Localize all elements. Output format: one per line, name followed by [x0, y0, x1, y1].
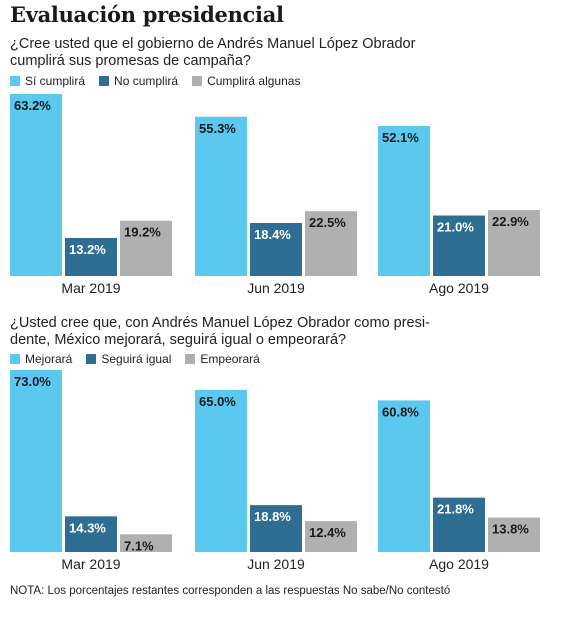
- chart-1-data-label-no-cumplira-ago-2019: 21.0%: [437, 220, 474, 235]
- chart-2-question-line-1: ¿Usted cree que, con Andrés Manuel López…: [10, 315, 430, 331]
- chart-2-legend-swatch-mejorara: [10, 354, 20, 364]
- chart-1-legend: Sí cumplirá No cumplirá Cumplirá algunas: [10, 74, 314, 88]
- chart-1-question-line-2: cumplirá sus promesas de campaña?: [10, 53, 251, 69]
- page-title: Evaluación presidencial: [10, 2, 284, 27]
- chart-2-legend: Mejorará Seguirá igual Empeorará: [10, 352, 274, 366]
- chart-1-data-label-no-cumplira-mar-2019: 13.2%: [69, 242, 106, 257]
- chart-1-legend-label-si-cumplira: Sí cumplirá: [25, 74, 86, 88]
- chart-2-bar-empeorara-ago-2019: [488, 517, 540, 552]
- chart-1-bar-no-cumplira-ago-2019: [433, 215, 485, 276]
- chart-2-data-label-mejorara-jun-2019: 65.0%: [199, 394, 236, 409]
- chart-1-legend-item-no-cumplira: No cumplirá: [99, 74, 178, 88]
- chart-1-plot: 63.2% 13.2% 19.2% Mar 2019 55.3% 18.4% 22.5% Ju…: [10, 94, 540, 296]
- chart-1-bar-no-cumplira-jun-2019: [250, 223, 302, 276]
- chart-1-data-label-si-cumplira-ago-2019: 52.1%: [382, 130, 419, 145]
- chart-1-data-label-cumplira-algunas-jun-2019: 22.5%: [309, 215, 346, 230]
- chart-1-bar-si-cumplira-jun-2019: [195, 116, 247, 276]
- chart-1-data-label-no-cumplira-jun-2019: 18.4%: [254, 227, 291, 242]
- chart-1-question-line-1: ¿Cree usted que el gobierno de Andrés Ma…: [10, 36, 416, 52]
- chart-1-bar-cumplira-algunas-jun-2019: [305, 211, 357, 276]
- chart-2-plot: 73.0% 14.3% 7.1% Mar 2019 65.0% 18.8% 12.4% Jun…: [10, 370, 540, 572]
- chart-2-bar-seguira-igual-mar-2019: [65, 516, 117, 552]
- chart-2-legend-label-empeorara: Empeorará: [200, 352, 260, 366]
- chart-2-data-label-seguira-igual-ago-2019: 21.8%: [437, 502, 474, 517]
- chart-2-data-label-seguira-igual-mar-2019: 14.3%: [69, 520, 106, 535]
- chart-2-category-label-jun-2019: Jun 2019: [247, 556, 305, 572]
- chart-1-bar-si-cumplira-ago-2019: [378, 125, 430, 276]
- footnote: NOTA: Los porcentajes restantes correspo…: [10, 585, 451, 597]
- chart-1-legend-item-cumplira-algunas: Cumplirá algunas: [192, 74, 300, 88]
- chart-2-data-label-seguira-igual-jun-2019: 18.8%: [254, 509, 291, 524]
- chart-1-category-label-ago-2019: Ago 2019: [429, 280, 489, 296]
- chart-2-legend-item-empeorara: Empeorará: [185, 352, 260, 366]
- chart-2-data-label-empeorara-jun-2019: 12.4%: [309, 525, 346, 540]
- chart-2-legend-label-mejorara: Mejorará: [25, 352, 73, 366]
- chart-1-data-label-si-cumplira-jun-2019: 55.3%: [199, 121, 236, 136]
- chart-1-legend-swatch-si-cumplira: [10, 76, 20, 86]
- chart-1-legend-label-cumplira-algunas: Cumplirá algunas: [207, 74, 301, 88]
- chart-2-data-label-mejorara-mar-2019: 73.0%: [14, 374, 51, 389]
- chart-1-legend-item-si-cumplira: Sí cumplirá: [10, 74, 85, 88]
- chart-2-question: ¿Usted cree que, con Andrés Manuel López…: [10, 315, 550, 349]
- chart-2-legend-item-mejorara: Mejorará: [10, 352, 72, 366]
- chart-2-legend-label-seguira-igual: Seguirá igual: [101, 352, 172, 366]
- chart-2-data-label-empeorara-mar-2019: 7.1%: [124, 538, 154, 553]
- chart-2-bar-mejorara-ago-2019: [378, 400, 430, 552]
- chart-1-data-label-si-cumplira-mar-2019: 63.2%: [14, 98, 51, 113]
- chart-1-question: ¿Cree usted que el gobierno de Andrés Ma…: [10, 36, 550, 70]
- chart-1-bar-cumplira-algunas-mar-2019: [120, 220, 172, 276]
- chart-1-bar-si-cumplira-mar-2019: [10, 94, 62, 276]
- chart-1-data-label-cumplira-algunas-ago-2019: 22.9%: [492, 214, 529, 229]
- chart-2-bar-mejorara-mar-2019: [10, 370, 62, 552]
- chart-2-bar-mejorara-jun-2019: [195, 389, 247, 552]
- chart-2-bar-seguira-igual-jun-2019: [250, 505, 302, 552]
- chart-1-category-label-jun-2019: Jun 2019: [247, 280, 305, 296]
- chart-2-data-label-empeorara-ago-2019: 13.8%: [492, 522, 529, 537]
- chart-2-category-label-ago-2019: Ago 2019: [429, 556, 489, 572]
- chart-2-category-label-mar-2019: Mar 2019: [61, 556, 120, 572]
- chart-1-legend-swatch-cumplira-algunas: [192, 76, 203, 86]
- chart-1-category-label-mar-2019: Mar 2019: [61, 280, 120, 296]
- chart-2-bar-seguira-igual-ago-2019: [433, 497, 485, 552]
- chart-1-data-label-cumplira-algunas-mar-2019: 19.2%: [124, 225, 161, 240]
- chart-1-bar-no-cumplira-mar-2019: [65, 237, 117, 276]
- chart-2-legend-item-seguira-igual: Seguirá igual: [86, 352, 171, 366]
- chart-2-data-label-mejorara-ago-2019: 60.8%: [382, 404, 419, 419]
- chart-1-legend-swatch-no-cumplira: [99, 76, 110, 86]
- chart-2-question-line-2: dente, México mejorará, seguirá igual o …: [10, 332, 347, 348]
- chart-1-bar-cumplira-algunas-ago-2019: [488, 210, 540, 276]
- chart-2-bar-empeorara-mar-2019: [120, 534, 172, 552]
- chart-2-legend-swatch-empeorara: [185, 354, 196, 364]
- chart-2-bar-empeorara-jun-2019: [305, 521, 357, 552]
- chart-2-legend-swatch-seguira-igual: [86, 354, 97, 364]
- chart-1-legend-label-no-cumplira: No cumplirá: [114, 74, 179, 88]
